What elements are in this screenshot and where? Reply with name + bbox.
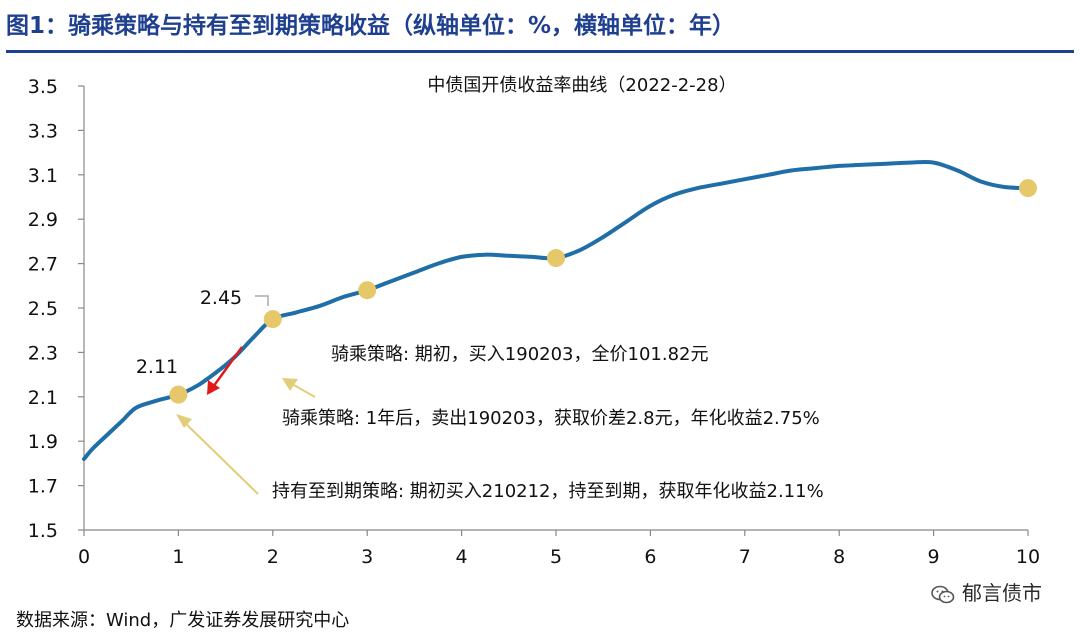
y-tick-label: 2.9 (28, 209, 58, 231)
annotation-arrows (176, 295, 316, 495)
x-tick-label: 4 (456, 546, 468, 568)
curve-marker-point (1019, 179, 1037, 198)
yield-curve-chart: 中债国开债收益率曲线（2022-2-28） 3.5 3.3 3.1 2.9 2.7 2.5… (28, 75, 1040, 568)
y-tick-label: 2.5 (28, 298, 58, 320)
x-tick-label: 0 (78, 546, 90, 568)
x-tick-label: 10 (1016, 546, 1040, 568)
label-2-45: 2.45 (200, 287, 242, 309)
hold-arrow (179, 417, 259, 495)
y-tick-label: 2.3 (28, 342, 58, 364)
chart-title: 中债国开债收益率曲线（2022-2-28） (427, 75, 736, 96)
watermark-text: 郁言债市 (962, 581, 1042, 605)
x-tick-label: 5 (550, 546, 562, 568)
figure-title: 图1：骑乘策略与持有至到期策略收益（纵轴单位：%，横轴单位：年） (6, 6, 1074, 53)
x-axis-ticks: 0 1 2 3 4 5 6 7 8 9 10 (78, 530, 1040, 568)
annotation-riding-sell: 骑乘策略: 1年后，卖出190203，获取价差2.8元，年化收益2.75% (282, 408, 820, 429)
y-tick-label: 1.9 (28, 431, 58, 453)
curve-marker-point (263, 310, 282, 329)
curve-marker-point (547, 249, 565, 268)
x-tick-label: 6 (644, 546, 656, 568)
x-tick-label: 8 (833, 546, 845, 568)
x-tick-label: 2 (267, 546, 279, 568)
hold-arrow-head (176, 414, 192, 428)
y-tick-label: 1.7 (28, 476, 58, 498)
source-note: 数据来源：Wind，广发证券发展研究中心 (16, 610, 350, 631)
watermark: 郁言债市 (930, 577, 1042, 608)
label-2-11: 2.11 (136, 356, 178, 378)
annotation-hold-to-maturity: 持有至到期策略: 期初买入210212，持至到期，获取年化收益2.11% (272, 481, 824, 502)
sell-arrow-head (207, 380, 220, 395)
y-tick-label: 2.1 (28, 387, 58, 409)
x-tick-label: 1 (172, 546, 184, 568)
curve-marker-point (358, 281, 377, 300)
curve-markers (169, 179, 1037, 404)
y-tick-label: 2.7 (28, 254, 58, 276)
yield-curve-line (82, 159, 1030, 461)
wechat-icon (931, 585, 955, 603)
y-tick-label: 3.5 (28, 76, 58, 98)
buy-arrow-head (282, 378, 298, 391)
sell-arrow (211, 346, 244, 388)
label-leader-line (255, 295, 269, 306)
y-tick-label: 3.3 (28, 120, 58, 142)
y-tick-label: 3.1 (28, 165, 58, 187)
x-tick-label: 9 (928, 546, 940, 568)
curve-marker-point (169, 385, 188, 404)
x-tick-label: 7 (739, 546, 751, 568)
y-tick-label: 1.5 (28, 520, 58, 542)
y-axis-ticks: 3.5 3.3 3.1 2.9 2.7 2.5 2.3 2.1 1.9 1.7 1.5 (28, 76, 84, 542)
annotation-riding-buy: 骑乘策略: 期初，买入190203，全价101.82元 (331, 344, 708, 365)
x-tick-label: 3 (361, 546, 373, 568)
